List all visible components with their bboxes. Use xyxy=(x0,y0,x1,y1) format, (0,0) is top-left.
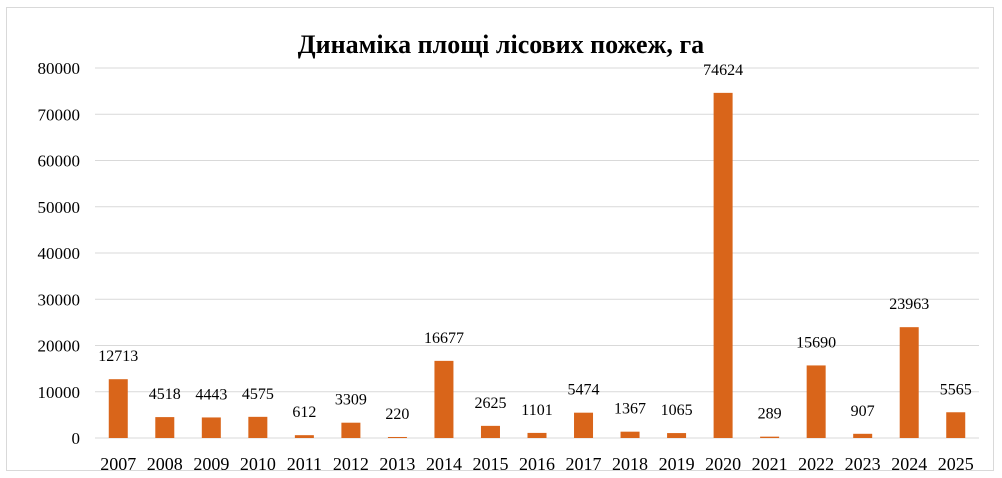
x-axis-ticks: 2007 2008 2009 2010 2011 2012 2013 2014 2015 2016… xyxy=(100,454,973,474)
data-labels: 12713 4518 4443 4575 612 3309 220 16677 2625 1101… xyxy=(98,62,971,423)
x-tick-label: 2021 xyxy=(752,454,788,474)
x-tick-label: 2014 xyxy=(426,454,462,474)
x-tick-label: 2020 xyxy=(705,454,741,474)
data-label: 74624 xyxy=(703,62,743,79)
bar xyxy=(108,379,128,438)
data-label: 4518 xyxy=(149,386,181,403)
x-tick-label: 2019 xyxy=(659,454,695,474)
x-tick-label: 2009 xyxy=(193,454,229,474)
x-tick-label: 2013 xyxy=(379,454,415,474)
data-label: 220 xyxy=(385,406,409,423)
bar xyxy=(806,365,826,438)
data-label: 1065 xyxy=(661,402,693,419)
bar xyxy=(527,432,547,438)
bar xyxy=(387,436,407,438)
data-label: 612 xyxy=(292,404,316,421)
y-tick-label: 40000 xyxy=(38,244,81,263)
y-tick-label: 60000 xyxy=(38,152,81,171)
bar xyxy=(480,425,500,438)
data-label: 4443 xyxy=(195,386,227,403)
bar xyxy=(899,327,919,438)
bar xyxy=(760,436,780,438)
x-tick-label: 2018 xyxy=(612,454,648,474)
data-label: 1367 xyxy=(614,401,646,418)
x-tick-label: 2016 xyxy=(519,454,555,474)
bar xyxy=(574,412,594,438)
y-tick-label: 20000 xyxy=(38,337,81,356)
bar xyxy=(341,422,361,438)
bar xyxy=(667,433,687,438)
x-tick-label: 2012 xyxy=(333,454,369,474)
chart-frame xyxy=(6,7,994,471)
data-label: 12713 xyxy=(98,348,138,365)
y-tick-label: 80000 xyxy=(38,59,81,78)
y-tick-label: 30000 xyxy=(38,290,81,309)
data-label: 907 xyxy=(851,403,875,420)
x-tick-label: 2025 xyxy=(938,454,974,474)
bar xyxy=(946,412,966,438)
data-label: 15690 xyxy=(796,334,836,351)
bar xyxy=(713,92,733,438)
data-label: 1101 xyxy=(521,402,552,419)
data-label: 5565 xyxy=(940,381,972,398)
data-label: 3309 xyxy=(335,392,367,409)
x-tick-label: 2022 xyxy=(798,454,834,474)
x-tick-label: 2010 xyxy=(240,454,276,474)
x-tick-label: 2015 xyxy=(472,454,508,474)
x-tick-label: 2023 xyxy=(845,454,881,474)
bar xyxy=(248,416,268,438)
bar xyxy=(201,417,221,438)
y-tick-label: 50000 xyxy=(38,198,81,217)
x-tick-label: 2011 xyxy=(287,454,322,474)
bar xyxy=(155,417,175,438)
data-label: 4575 xyxy=(242,386,274,403)
y-axis-ticks: 0 10000 20000 30000 40000 50000 60000 70000 8000… xyxy=(38,59,81,448)
x-tick-label: 2007 xyxy=(100,454,136,474)
gridlines xyxy=(95,67,979,439)
data-label: 2625 xyxy=(474,395,506,412)
x-tick-label: 2017 xyxy=(566,454,602,474)
bar xyxy=(620,431,640,438)
data-label: 5474 xyxy=(568,382,600,399)
y-tick-label: 70000 xyxy=(38,105,81,124)
x-tick-label: 2024 xyxy=(891,454,927,474)
data-label: 23963 xyxy=(889,296,929,313)
data-label: 289 xyxy=(758,406,782,423)
y-tick-label: 0 xyxy=(72,429,81,448)
bar xyxy=(853,433,873,438)
bar xyxy=(434,360,454,438)
chart-title: Динаміка площі лісових пожеж, га xyxy=(297,30,705,59)
bars xyxy=(108,92,966,438)
x-tick-label: 2008 xyxy=(147,454,183,474)
data-label: 16677 xyxy=(424,330,464,347)
bar xyxy=(294,435,314,438)
y-tick-label: 10000 xyxy=(38,383,81,402)
